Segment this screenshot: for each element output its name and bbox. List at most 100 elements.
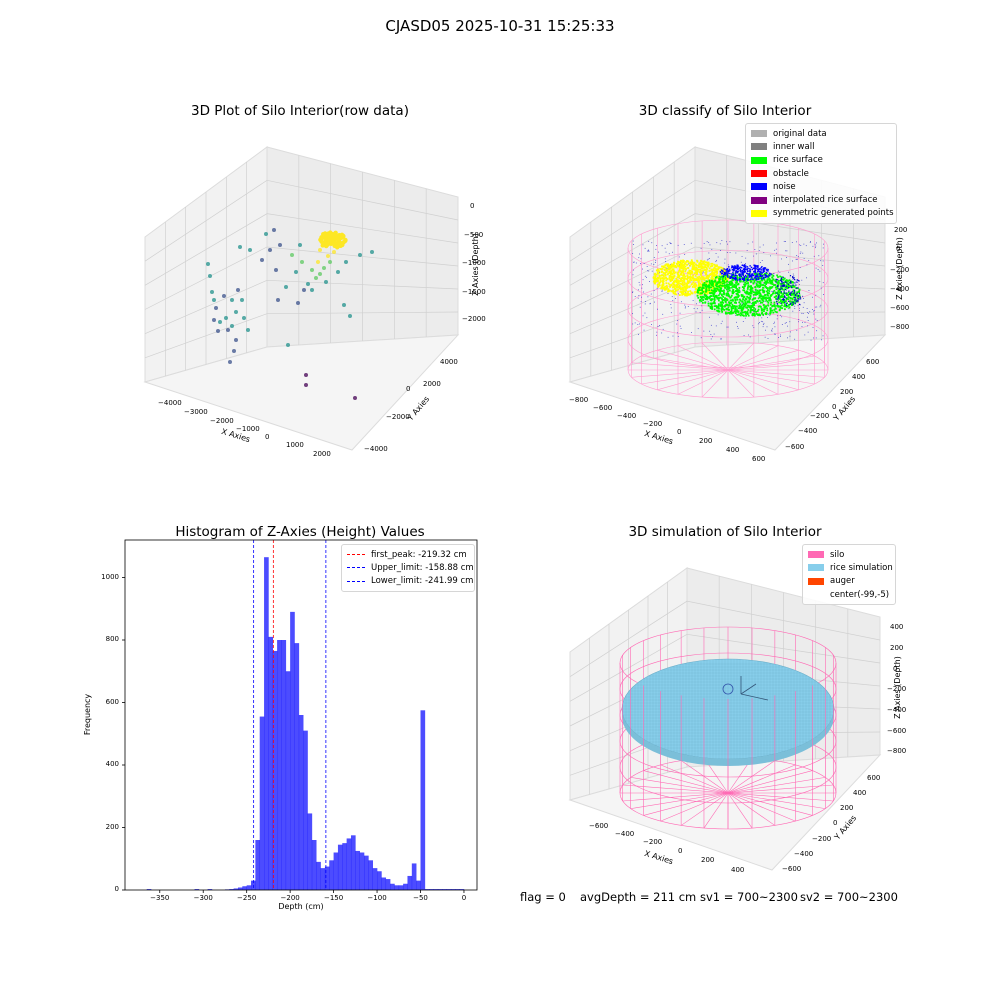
- noise-point: [737, 267, 739, 270]
- symmetric-point: [715, 269, 718, 271]
- noise-point: [734, 277, 736, 280]
- rice-surface-point: [793, 285, 795, 288]
- rice-surface-point: [718, 279, 721, 282]
- symmetric-point: [698, 263, 701, 265]
- rice-surface-point: [736, 314, 739, 316]
- noise-point: [724, 258, 726, 260]
- symmetric-point: [698, 268, 700, 271]
- silo-wireframe: [727, 369, 799, 391]
- p2-ytick: −600: [785, 443, 805, 451]
- rice-surface-point: [734, 305, 737, 308]
- rice-surface-point: [745, 311, 748, 314]
- noise-point: [790, 291, 792, 293]
- rice-surface-point: [742, 280, 745, 283]
- data-point: [302, 288, 306, 292]
- symmetric-point: [679, 278, 682, 281]
- symmetric-point: [677, 260, 680, 263]
- noise-point: [789, 293, 791, 295]
- panel2-title: 3D classify of Silo Interior: [638, 103, 812, 119]
- symmetric-point: [713, 286, 715, 289]
- rice-surface-point: [765, 297, 767, 300]
- rice-surface-point: [723, 289, 725, 292]
- rice-surface-point: [726, 284, 729, 286]
- noise-point: [670, 243, 672, 245]
- rice-surface-point: [776, 274, 778, 277]
- histogram-bar: [424, 889, 430, 890]
- rice-surface-point: [713, 299, 716, 302]
- rice-surface-point: [734, 298, 737, 301]
- symmetric-point: [711, 275, 713, 278]
- noise-point: [657, 308, 658, 310]
- noise-point: [767, 276, 769, 278]
- noise-point: [657, 325, 659, 327]
- rice-surface-point: [738, 313, 740, 316]
- symmetric-point: [699, 261, 702, 264]
- symmetric-point: [699, 288, 701, 291]
- noise-point: [795, 297, 797, 299]
- rice-surface-point: [736, 281, 738, 284]
- rice-surface-point: [762, 308, 765, 311]
- rice-surface-point: [721, 304, 724, 306]
- rice-surface-point: [768, 292, 770, 295]
- noise-point: [708, 252, 710, 254]
- rice-surface-point: [759, 282, 762, 285]
- noise-point: [666, 267, 668, 269]
- noise-point: [769, 274, 771, 277]
- rice-surface-point: [713, 287, 716, 290]
- symmetric-point: [705, 273, 708, 275]
- noise-point: [795, 280, 797, 282]
- noise-point: [640, 258, 642, 260]
- p2-xtick: −600: [593, 404, 613, 412]
- noise-point: [797, 300, 799, 302]
- symmetric-point: [676, 263, 679, 266]
- symmetric-point: [682, 292, 685, 294]
- noise-point: [689, 265, 690, 267]
- rice-surface-point: [743, 276, 745, 278]
- symmetric-point: [702, 260, 705, 263]
- data-point: [260, 258, 264, 262]
- histogram-bar: [285, 671, 291, 890]
- rice-surface-point: [727, 311, 730, 314]
- noise-point: [766, 326, 768, 328]
- silo-wireframe: [727, 770, 813, 794]
- noise-point: [790, 282, 792, 284]
- rice-surface-point: [760, 295, 762, 298]
- histogram-bar: [277, 640, 282, 890]
- noise-point: [784, 296, 786, 299]
- rice-surface-point: [757, 284, 760, 287]
- symmetric-point: [657, 276, 659, 279]
- rice-surface-point: [743, 303, 746, 306]
- rice-surface-point: [759, 314, 762, 317]
- rice-surface-point: [758, 282, 761, 284]
- silo-wireframe: [727, 345, 779, 371]
- rice-surface-point: [763, 278, 766, 281]
- rice-surface-point: [757, 297, 760, 300]
- symmetric-point: [667, 288, 670, 291]
- noise-point: [764, 276, 767, 279]
- symmetric-point: [672, 283, 675, 286]
- noise-point: [729, 269, 731, 272]
- data-point: [272, 228, 276, 232]
- symmetric-point: [667, 263, 669, 266]
- symmetric-point: [718, 267, 720, 270]
- noise-point: [792, 278, 793, 280]
- noise-point: [739, 270, 741, 272]
- rice-surface-point: [699, 292, 702, 295]
- noise-point: [785, 250, 787, 252]
- symmetric-point: [670, 269, 673, 272]
- symmetric-point: [680, 291, 683, 294]
- noise-point: [768, 274, 770, 277]
- rice-surface-point: [706, 285, 709, 287]
- rice-surface-point: [779, 295, 782, 298]
- noise-point: [752, 296, 754, 298]
- noise-point: [793, 277, 795, 279]
- symmetric-point: [697, 278, 700, 280]
- symmetric-point: [681, 277, 684, 280]
- rice-surface-point: [706, 298, 709, 301]
- noise-point: [788, 271, 789, 273]
- noise-point: [771, 329, 772, 331]
- p1-ztick: −500: [464, 231, 484, 239]
- noise-point: [643, 329, 645, 331]
- noise-point: [779, 336, 781, 338]
- p4-ytick: −200: [812, 835, 832, 843]
